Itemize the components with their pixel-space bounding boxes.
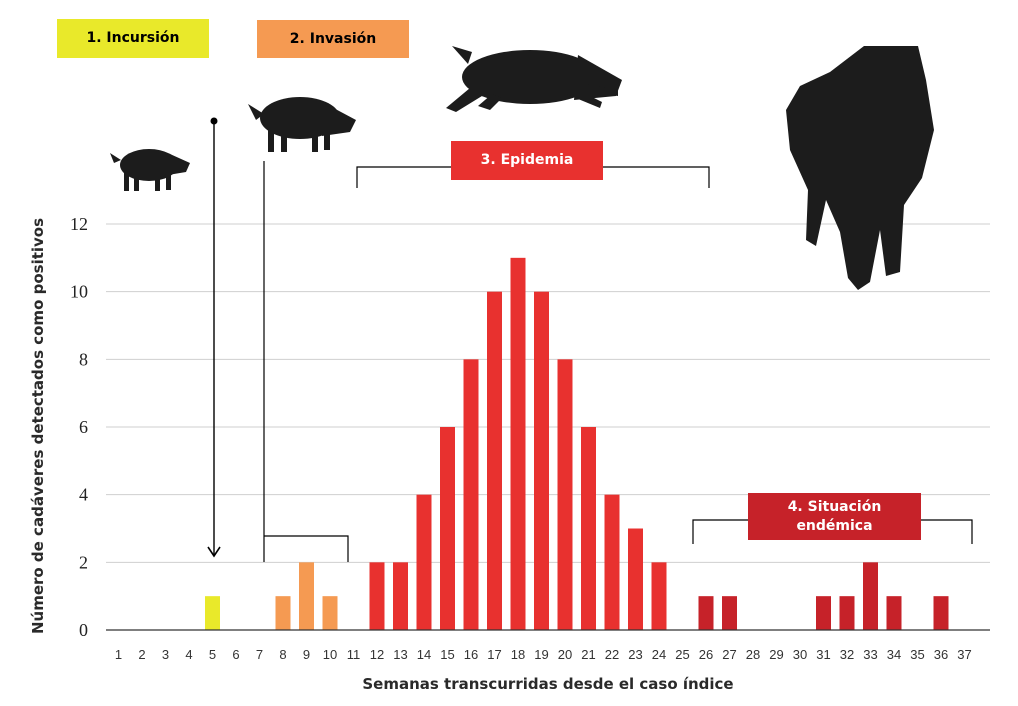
bar-week-21 <box>581 427 596 630</box>
phase-incursion-label: 1. Incursión <box>57 19 209 58</box>
x-tick-label: 15 <box>440 647 454 662</box>
y-tick-label: 8 <box>79 349 88 369</box>
x-tick-label: 10 <box>323 647 337 662</box>
x-tick-label: 35 <box>910 647 924 662</box>
x-tick-label: 1 <box>115 647 122 662</box>
x-tick-label: 27 <box>722 647 736 662</box>
bar-week-36 <box>933 596 949 630</box>
x-tick-label: 13 <box>393 647 407 662</box>
bar-week-10 <box>322 596 338 630</box>
bar-week-31 <box>816 596 831 630</box>
bar-week-9 <box>299 562 314 630</box>
bar-week-17 <box>487 291 502 630</box>
bar-week-27 <box>722 596 737 630</box>
boar-running-icon <box>446 46 622 112</box>
bar-week-5 <box>205 596 220 630</box>
y-tick-label: 2 <box>79 552 88 572</box>
bar-week-12 <box>369 562 385 630</box>
bar-week-15 <box>440 427 455 630</box>
boar-walking-icon <box>248 97 356 152</box>
y-tick-label: 12 <box>70 214 88 234</box>
x-tick-label: 33 <box>863 647 877 662</box>
y-tick-labels: 0 2 4 6 8 10 12 <box>70 214 88 640</box>
x-axis-title: Semanas transcurridas desde el caso índi… <box>362 675 734 693</box>
y-tick-label: 10 <box>70 282 88 302</box>
x-tick-label: 17 <box>487 647 501 662</box>
x-tick-label: 9 <box>303 647 310 662</box>
phase-invasion-label: 2. Invasión <box>257 20 409 58</box>
x-tick-label: 4 <box>185 647 192 662</box>
x-tick-label: 31 <box>816 647 830 662</box>
bar-week-24 <box>651 562 667 630</box>
x-tick-label: 6 <box>232 647 239 662</box>
x-tick-label: 19 <box>534 647 548 662</box>
bar-week-20 <box>557 359 573 630</box>
x-tick-label: 29 <box>769 647 783 662</box>
boar-standing-icon <box>786 46 934 290</box>
x-tick-label: 7 <box>256 647 263 662</box>
x-tick-label: 20 <box>558 647 572 662</box>
incursion-arrow <box>207 117 221 558</box>
y-tick-label: 0 <box>79 620 88 640</box>
bar-week-23 <box>628 528 643 630</box>
x-tick-label: 3 <box>162 647 169 662</box>
x-tick-label: 34 <box>887 647 901 662</box>
x-tick-label: 30 <box>793 647 807 662</box>
x-tick-label: 22 <box>605 647 619 662</box>
y-axis-title: Número de cadáveres detectados como posi… <box>29 217 47 635</box>
x-tick-labels: 1 2 3 4 5 6 7 8 9 10 11 12 13 14 15 16 17 18 19 20 21 22 23 24 2… <box>115 647 972 662</box>
phase-epidemic-label: 3. Epidemia <box>451 141 603 180</box>
bar-week-18 <box>510 257 526 630</box>
bar-week-26 <box>698 596 714 630</box>
bar-week-34 <box>886 596 902 630</box>
invasion-bracket <box>263 161 349 562</box>
x-tick-label: 18 <box>511 647 525 662</box>
y-tick-label: 6 <box>79 417 88 437</box>
boar-walking-icon <box>110 149 190 191</box>
x-tick-label: 8 <box>279 647 286 662</box>
x-tick-label: 32 <box>840 647 854 662</box>
x-tick-label: 5 <box>209 647 216 662</box>
x-tick-label: 24 <box>652 647 666 662</box>
bar-week-32 <box>839 596 855 630</box>
x-tick-label: 2 <box>138 647 145 662</box>
bar-week-22 <box>604 494 620 630</box>
y-tick-label: 4 <box>79 485 88 505</box>
x-tick-label: 21 <box>581 647 595 662</box>
x-tick-label: 14 <box>417 647 431 662</box>
bar-week-8 <box>275 596 291 630</box>
phase-endemic-label: 4. Situación endémica <box>748 493 921 540</box>
x-tick-label: 16 <box>464 647 478 662</box>
bar-week-33 <box>863 562 878 630</box>
bar-week-13 <box>393 562 408 630</box>
bar-week-14 <box>416 494 432 630</box>
bar-week-16 <box>463 359 479 630</box>
x-tick-label: 25 <box>675 647 689 662</box>
x-tick-label: 26 <box>699 647 713 662</box>
x-tick-label: 11 <box>347 647 361 662</box>
x-tick-label: 28 <box>746 647 760 662</box>
bar-week-19 <box>534 291 549 630</box>
x-tick-label: 37 <box>957 647 971 662</box>
bars <box>205 257 949 630</box>
x-tick-label: 36 <box>934 647 948 662</box>
x-tick-label: 23 <box>628 647 642 662</box>
x-tick-label: 12 <box>370 647 384 662</box>
